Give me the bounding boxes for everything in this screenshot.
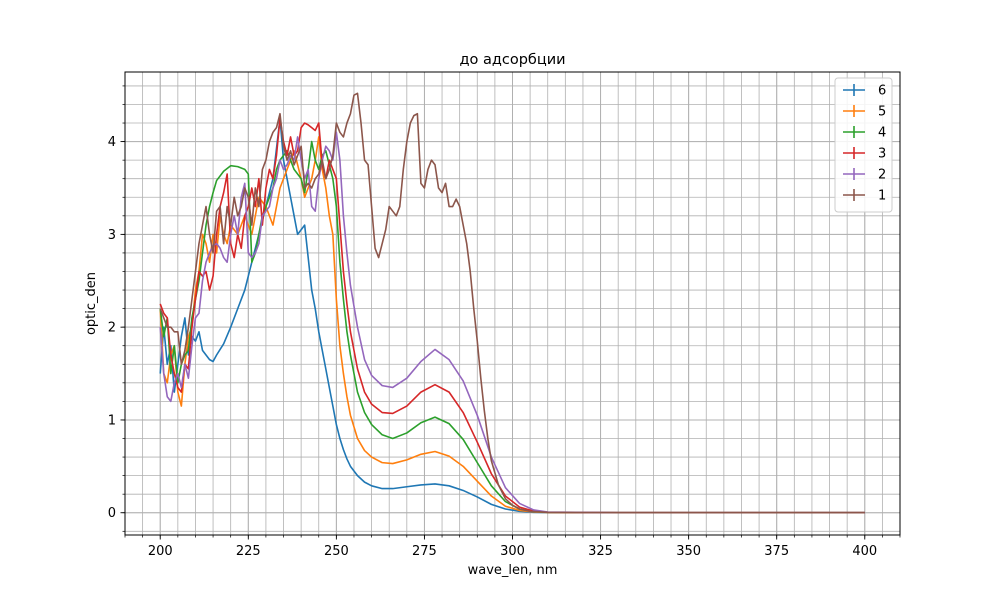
x-tick-label: 300 — [500, 544, 525, 559]
legend-item-4: 4 — [843, 126, 886, 141]
x-tick-label: 350 — [676, 544, 701, 559]
legend-label: 4 — [878, 126, 886, 141]
legend-item-2: 2 — [843, 168, 886, 183]
legend-label: 3 — [878, 147, 886, 162]
x-tick-label: 250 — [324, 544, 349, 559]
x-tick-label: 225 — [236, 544, 261, 559]
y-tick-label: 3 — [108, 228, 116, 243]
series-line-3 — [159, 117, 865, 514]
series-line-1 — [159, 92, 865, 514]
legend-item-3: 3 — [843, 147, 886, 162]
x-tick-label: 275 — [412, 544, 437, 559]
series-line-2 — [159, 131, 865, 514]
chart-title: до адсорбции — [459, 52, 565, 68]
y-tick-label: 1 — [108, 413, 116, 428]
y-tick-label: 0 — [108, 506, 116, 521]
x-tick-label: 200 — [148, 544, 173, 559]
legend-item-6: 6 — [843, 84, 886, 99]
x-tick-label: 325 — [588, 544, 613, 559]
legend-label: 1 — [878, 189, 886, 204]
legend: 6 5 4 3 2 1 — [834, 77, 893, 213]
y-tick-label: 4 — [108, 135, 116, 150]
legend-label: 5 — [878, 105, 886, 120]
legend-item-1: 1 — [843, 189, 886, 204]
series-line-6 — [159, 117, 865, 514]
legend-item-5: 5 — [843, 105, 886, 120]
legend-label: 6 — [878, 84, 886, 99]
x-tick-label: 375 — [764, 544, 789, 559]
y-axis-label: optic_den — [84, 272, 99, 335]
y-tick-label: 2 — [108, 321, 116, 336]
series-lines — [159, 92, 865, 514]
legend-label: 2 — [878, 168, 886, 183]
x-tick-label: 400 — [852, 544, 877, 559]
x-axis-label: wave_len, nm — [468, 563, 558, 578]
